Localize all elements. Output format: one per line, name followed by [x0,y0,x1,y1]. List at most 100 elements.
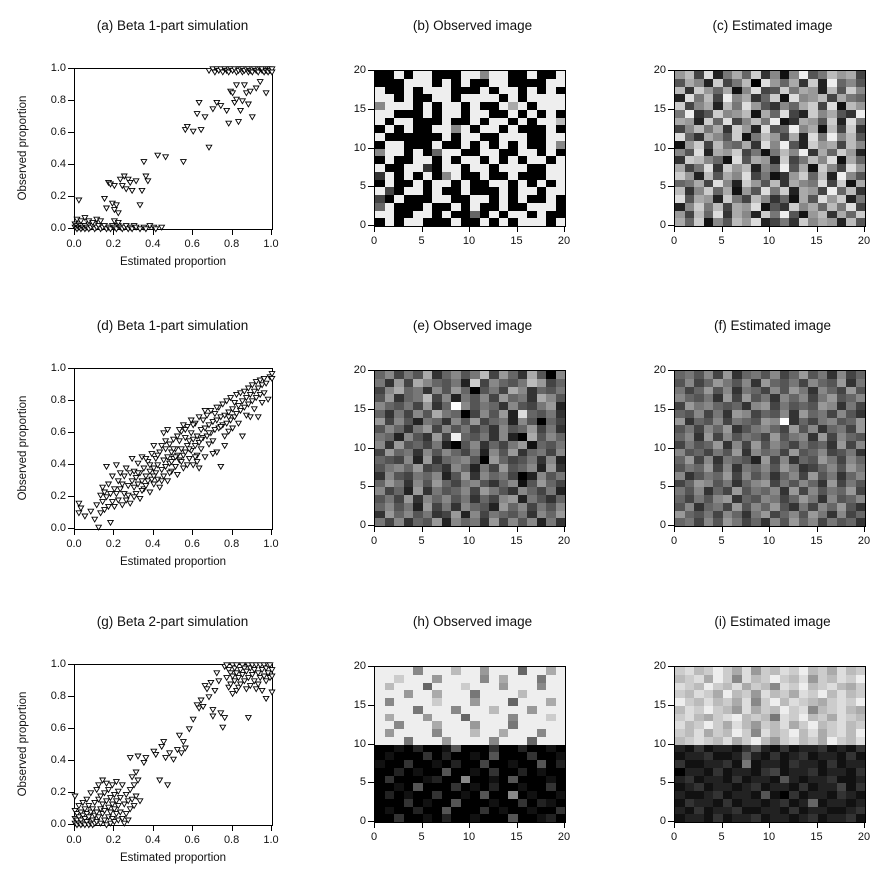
scatter-point [201,683,209,690]
heatmap-cell [384,674,394,683]
heatmap-cell [375,775,385,784]
heatmap-cell [732,814,742,822]
heatmap-cell [441,464,451,472]
heatmap-cell [413,495,423,503]
heatmap-cell [479,752,489,760]
heatmap-cell [751,791,761,799]
scatter-point [130,803,138,810]
heatmap-cell [375,164,385,172]
scatter-point [246,88,254,95]
y-tick-mark [368,525,374,526]
heatmap-cell [779,102,789,110]
x-tick-mark [864,527,865,532]
heatmap-cell [536,674,546,683]
heatmap-cell [722,171,732,180]
heatmap-cell [817,218,827,226]
heatmap-cell [751,744,761,753]
scatter-point [264,670,272,677]
heatmap-cell [789,682,799,691]
heatmap-cell [384,760,394,768]
heatmap-cell [527,760,537,768]
heatmap-cell [555,179,565,188]
heatmap-cell [422,479,432,488]
heatmap-cell [855,417,865,426]
y-tick-label: 0 [659,519,666,531]
x-tick-mark [674,227,675,232]
heatmap-cell [546,195,556,203]
heatmap-cell [555,674,565,683]
heatmap-cell [798,164,808,172]
scatter-point [236,681,245,688]
scatter-point [242,90,250,97]
scatter-point [195,465,203,472]
heatmap-cell [498,133,508,141]
heatmap-cell [498,440,508,449]
scatter-point [106,519,115,527]
panel-a-title: (a) Beta 1-part simulation [96,18,249,33]
heatmap-cell [751,495,761,503]
heatmap-cell [846,140,856,149]
heatmap-cell [546,479,556,488]
heatmap-cell [846,736,856,745]
heatmap-cell [508,156,518,164]
x-tick-mark [769,823,770,828]
heatmap-cell [836,744,846,753]
heatmap-cell [751,156,761,164]
heatmap-cell [555,667,565,675]
scatter-point [89,219,97,227]
scatter-point [99,484,107,491]
heatmap-cell [760,806,770,815]
heatmap-cell [422,140,432,149]
heatmap-cell [713,502,723,511]
heatmap-cell [413,210,423,219]
heatmap-cell [798,479,808,488]
scatter-point [75,814,83,821]
heatmap-cell [451,78,461,87]
y-tick-mark [668,147,674,149]
heatmap-cell [789,510,799,519]
heatmap-cell [375,102,385,110]
heatmap-cell [432,448,442,457]
heatmap-cell [441,479,451,488]
x-tick-mark [74,530,75,535]
heatmap-cell [817,210,827,219]
heatmap-cell [789,394,799,402]
heatmap-cell [808,425,818,433]
scatter-point [93,809,101,816]
heatmap-cell [536,133,546,141]
heatmap-cell [460,218,470,226]
x-tick-mark [271,530,272,535]
heatmap-cell [517,78,527,87]
heatmap-cell [422,117,432,126]
heatmap-cell [555,471,565,480]
heatmap-cell [384,187,394,195]
heatmap-cell [489,736,499,745]
heatmap-cell [703,371,713,379]
heatmap-cell [836,402,846,410]
scatter-point [81,513,89,520]
heatmap-cell [432,667,442,675]
heatmap-cell [779,425,789,433]
heatmap-cell [470,502,480,511]
heatmap-cell [432,86,442,95]
scatter-point [77,817,85,824]
heatmap-cell [694,690,704,698]
scatter-point [73,811,81,818]
heatmap-cell [798,705,808,714]
heatmap-cell [694,682,704,691]
heatmap-cell [770,140,780,149]
heatmap-cell [498,690,508,698]
heatmap-cell [555,202,565,211]
heatmap-cell [527,448,537,457]
heatmap-cell [732,487,742,495]
heatmap-cell [732,690,742,698]
heatmap-cell [732,187,742,195]
heatmap-cell [479,783,489,791]
heatmap-cell [675,218,685,226]
heatmap-cell [798,448,808,457]
scatter-point [236,407,245,415]
heatmap-cell [489,156,499,164]
x-tick-mark [231,230,233,235]
heatmap-cell [694,86,704,95]
panel-c-plot [674,70,866,227]
